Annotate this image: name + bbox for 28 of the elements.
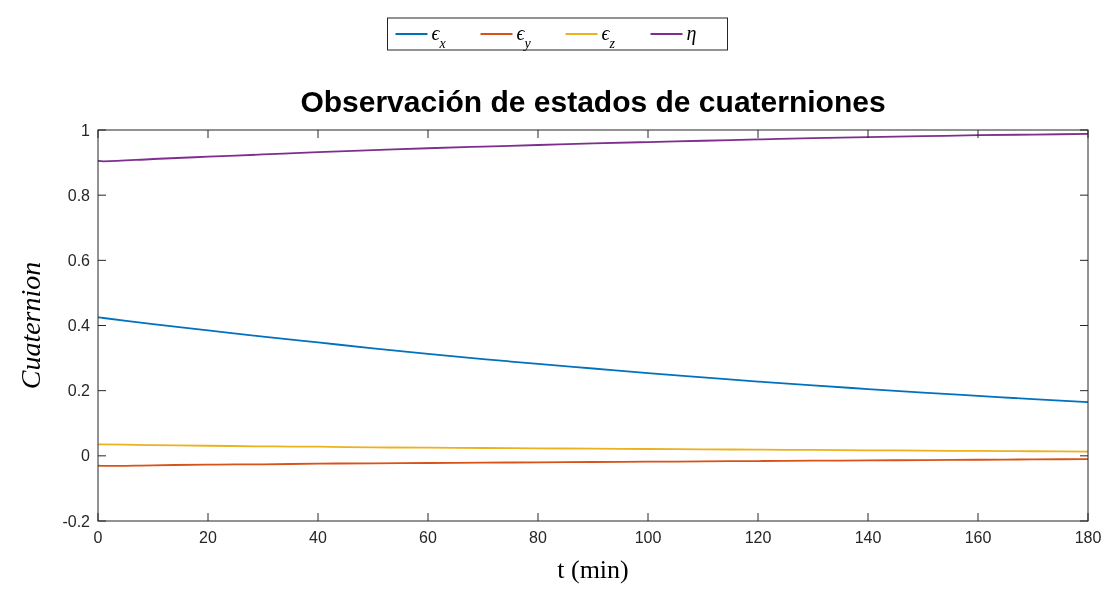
legend-label: η	[686, 22, 697, 45]
y-tick-label: 0.4	[67, 317, 91, 335]
x-tick-label: 160	[964, 529, 992, 546]
line-series	[97, 133, 1089, 163]
x-tick-label: 120	[744, 529, 772, 546]
line-series	[97, 458, 1089, 467]
y-tick-label: 1	[81, 121, 91, 139]
line-series	[97, 443, 1089, 453]
x-tick-label: 40	[309, 529, 327, 546]
legend-label: ϵ$_{x}$	[431, 22, 447, 51]
y-tick-label: 0.2	[67, 382, 91, 400]
x-tick-label: 140	[854, 529, 882, 546]
y-axis-title: Cuaternion	[15, 261, 46, 390]
y-tick-label: 0.8	[67, 186, 91, 204]
x-tick-label: 60	[419, 529, 437, 546]
x-tick-label: 20	[199, 529, 217, 546]
x-tick-label: 80	[529, 529, 547, 546]
x-tick-label: 100	[634, 529, 662, 546]
chart-title: Observación de estados de cuaterniones	[300, 85, 886, 118]
y-tick-label: -0.2	[62, 512, 91, 530]
legend-label: ϵ$_{y}$	[516, 22, 532, 51]
legend-label: ϵ$_{z}$	[601, 22, 616, 51]
y-tick-label: 0.6	[67, 251, 91, 269]
x-tick-label: 180	[1074, 529, 1102, 546]
y-tick-label: 0	[81, 447, 91, 465]
line-series	[97, 316, 1089, 403]
x-axis-title: t (min)	[557, 555, 629, 584]
x-tick-label: 0	[93, 529, 103, 546]
